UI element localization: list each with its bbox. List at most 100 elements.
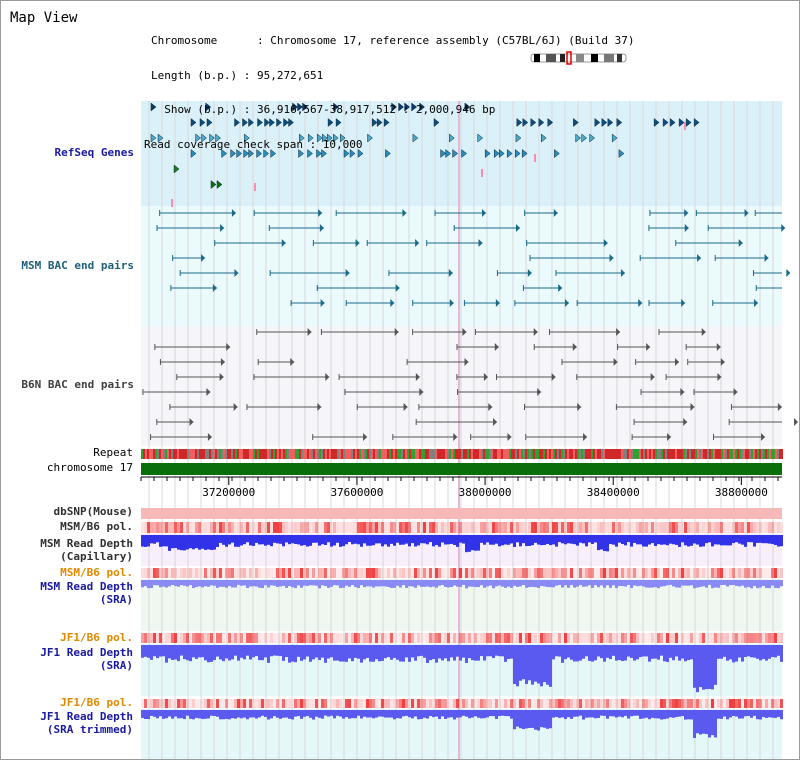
pol-cell — [408, 633, 411, 643]
depth-bar — [438, 710, 441, 720]
depth-bar — [237, 580, 240, 585]
pol-cell — [678, 568, 681, 578]
gene-feature — [653, 117, 660, 128]
pol-cell — [780, 568, 783, 578]
pol-cell — [261, 633, 264, 643]
depth-bar — [768, 535, 771, 544]
depth-bar — [282, 645, 285, 661]
pol-cell — [423, 633, 426, 643]
pol-cell — [588, 568, 591, 578]
depth-bar — [225, 645, 228, 659]
depth-bar — [519, 710, 522, 729]
track-label-jf1-b6-pol-2: JF1/B6 pol. — [60, 696, 133, 709]
pol-cell — [762, 699, 765, 708]
depth-bar — [171, 645, 174, 660]
pol-cell — [312, 522, 315, 533]
repeat-block — [749, 449, 751, 459]
repeat-block — [313, 449, 315, 459]
pol-cell — [744, 633, 747, 643]
pol-cell — [624, 568, 627, 578]
repeat-block — [739, 449, 741, 459]
depth-bar — [567, 645, 570, 658]
pol-cell — [219, 699, 222, 708]
depth-bar — [246, 710, 249, 720]
depth-bar — [378, 580, 381, 587]
pol-cell — [384, 633, 387, 643]
depth-bar — [651, 645, 654, 659]
pol-cell — [543, 633, 546, 643]
depth-bar — [174, 645, 177, 660]
pol-cell — [189, 568, 192, 578]
pol-cell — [387, 568, 390, 578]
depth-bar — [657, 645, 660, 660]
depth-bar — [729, 580, 732, 586]
depth-bar — [216, 710, 219, 717]
depth-bar — [525, 580, 528, 588]
pol-cell — [654, 633, 657, 643]
repeat-block — [285, 449, 287, 459]
pol-cell — [762, 633, 765, 643]
pol-cell — [444, 522, 447, 533]
pol-cell — [519, 568, 522, 578]
pol-cell — [510, 568, 513, 578]
pol-cell — [258, 699, 261, 708]
gene-feature — [216, 179, 223, 190]
pol-cell — [396, 522, 399, 533]
depth-bar — [540, 580, 543, 586]
pol-cell — [522, 568, 525, 578]
gene-feature — [589, 133, 596, 143]
pol-cell — [627, 633, 630, 643]
pol-cell — [600, 633, 603, 643]
depth-bar — [714, 535, 717, 545]
depth-bar — [555, 580, 558, 586]
depth-bar — [450, 535, 453, 544]
depth-bar — [420, 645, 423, 656]
gene-feature — [514, 148, 521, 159]
depth-bar — [411, 535, 414, 544]
gene-feature — [464, 102, 471, 112]
depth-bar — [165, 580, 168, 588]
pol-cell — [237, 522, 240, 533]
depth-bar — [732, 645, 735, 663]
repeat-block — [349, 449, 351, 459]
pol-cell — [366, 699, 369, 708]
pol-cell — [585, 633, 588, 643]
repeat-block — [243, 449, 245, 459]
repeat-block — [415, 449, 417, 459]
pol-cell — [483, 522, 486, 533]
depth-bar — [714, 580, 717, 588]
pol-cell — [420, 633, 423, 643]
repeat-block — [263, 449, 265, 459]
pol-cell — [351, 568, 354, 578]
depth-bar — [420, 535, 423, 544]
depth-bar — [759, 645, 762, 661]
depth-bar — [261, 645, 264, 661]
pol-cell — [678, 699, 681, 708]
pol-cell — [534, 522, 537, 533]
pol-cell — [780, 699, 783, 708]
depth-bar — [771, 645, 774, 657]
refseq-gene-row — [150, 133, 618, 143]
pol-cell — [204, 699, 207, 708]
bac-end — [402, 209, 407, 217]
depth-bar — [240, 535, 243, 546]
depth-bar — [408, 535, 411, 547]
pol-cell — [624, 699, 627, 708]
pol-cell — [615, 568, 618, 578]
pol-cell — [621, 522, 624, 533]
bac-end — [786, 269, 791, 277]
pol-cell — [519, 633, 522, 643]
depth-bar — [600, 710, 603, 716]
depth-bar — [639, 645, 642, 658]
pol-cell — [561, 568, 564, 578]
depth-bar — [684, 710, 687, 720]
depth-bar — [678, 580, 681, 588]
repeat-block — [649, 449, 651, 459]
gene-feature — [276, 117, 282, 128]
depth-bar — [765, 710, 768, 718]
pol-cell — [381, 633, 384, 643]
repeat-block — [227, 449, 229, 459]
depth-bar — [360, 535, 363, 547]
pol-cell — [489, 633, 492, 643]
